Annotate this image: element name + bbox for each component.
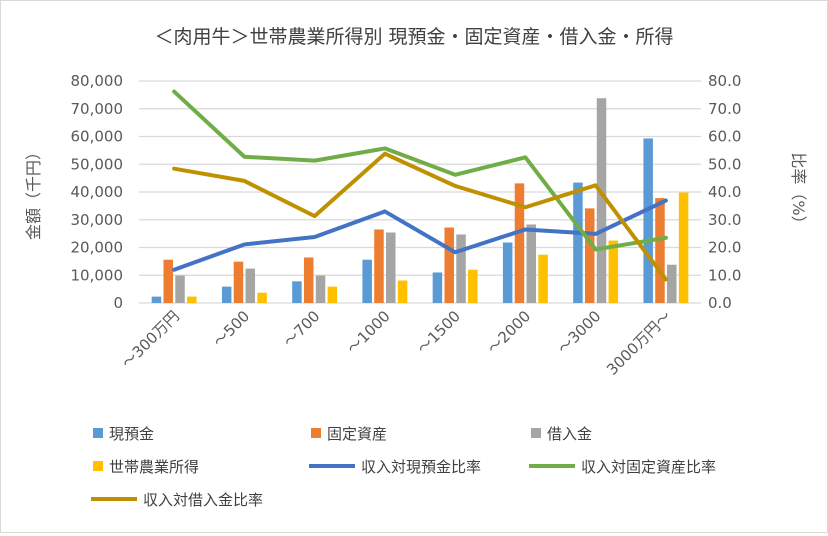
x-tick-label: ～1000 xyxy=(343,307,393,357)
y-tick-label: 40,000 xyxy=(71,183,124,201)
legend-swatch xyxy=(311,428,321,438)
bar-借入金 xyxy=(315,275,326,303)
x-tick-label: ～1500 xyxy=(414,307,464,357)
chart-title: ＜肉用牛＞世帯農業所得別 現預金・固定資産・借入金・所得 xyxy=(154,26,673,48)
bar-固定資産 xyxy=(444,227,454,303)
x-tick-label: ～3000 xyxy=(554,307,604,357)
legend-label: 収入対現預金比率 xyxy=(361,458,481,476)
bar-世帯農業所得 xyxy=(327,286,338,303)
legend-label: 収入対固定資産比率 xyxy=(581,458,716,476)
y-axis-right: 0.0 10.0 20.0 30.0 40.0 50.0 60.0 70.0 80.0 xyxy=(708,72,741,312)
y-tick-label: 30,000 xyxy=(71,211,124,229)
y2-tick-label: 60.0 xyxy=(708,128,741,146)
y-tick-label: 0 xyxy=(113,294,123,312)
y2-tick-label: 80.0 xyxy=(708,72,741,90)
bar-世帯農業所得 xyxy=(187,296,197,303)
y2-axis-title: 比率（%） xyxy=(789,152,808,231)
bar-固定資産 xyxy=(655,198,665,303)
bar-借入金 xyxy=(245,268,256,303)
legend-label: 固定資産 xyxy=(327,425,387,443)
bar-現預金 xyxy=(221,286,232,303)
bar-固定資産 xyxy=(233,261,244,303)
bar-現預金 xyxy=(292,281,302,303)
y2-tick-label: 70.0 xyxy=(708,100,741,118)
y2-tick-label: 10.0 xyxy=(708,266,741,284)
bar-現預金 xyxy=(432,272,443,303)
bar-世帯農業所得 xyxy=(608,240,619,303)
bar-現預金 xyxy=(573,182,583,303)
legend-label: 世帯農業所得 xyxy=(109,458,199,476)
legend-label: 現預金 xyxy=(109,425,154,443)
bar-現預金 xyxy=(502,242,513,303)
bar-固定資産 xyxy=(303,257,314,303)
legend-label: 借入金 xyxy=(547,425,592,443)
bar-固定資産 xyxy=(584,208,595,303)
x-tick-label: 3000万円～ xyxy=(603,307,675,379)
x-tick-label: ～2000 xyxy=(484,307,534,357)
bar-借入金 xyxy=(526,224,537,303)
y2-tick-label: 40.0 xyxy=(708,183,741,201)
y2-tick-label: 0.0 xyxy=(708,294,732,312)
bar-世帯農業所得 xyxy=(257,292,267,303)
y-tick-label: 20,000 xyxy=(71,239,124,257)
bar-世帯農業所得 xyxy=(468,269,478,303)
y2-tick-label: 50.0 xyxy=(708,155,741,173)
bar-現預金 xyxy=(151,296,162,303)
x-tick-label: ～300万円 xyxy=(118,307,183,372)
bar-借入金 xyxy=(456,234,466,303)
x-axis: ～300万円 ～500 ～700 ～1000 ～1500 ～2000 ～30003000万円… xyxy=(118,307,675,379)
bar-固定資産 xyxy=(514,183,525,303)
lines xyxy=(172,89,668,282)
legend-swatch xyxy=(531,428,541,438)
bar-固定資産 xyxy=(374,229,384,303)
bars xyxy=(151,98,689,303)
bar-借入金 xyxy=(386,232,396,303)
bar-世帯農業所得 xyxy=(678,192,689,303)
bar-世帯農業所得 xyxy=(538,254,548,303)
bar-現預金 xyxy=(643,138,653,303)
legend-swatch xyxy=(93,461,103,471)
bar-借入金 xyxy=(596,98,607,303)
bar-固定資産 xyxy=(163,259,173,303)
x-tick-label: ～500 xyxy=(210,307,254,351)
y-axis-left: 0 10,000 20,000 30,000 40,000 50,000 60,000 70,… xyxy=(71,72,124,312)
y-tick-label: 80,000 xyxy=(71,72,124,90)
legend-label: 収入対借入金比率 xyxy=(143,491,263,509)
bar-現預金 xyxy=(362,259,372,303)
y-tick-label: 70,000 xyxy=(71,100,124,118)
y2-tick-label: 30.0 xyxy=(708,211,741,229)
legend-swatch xyxy=(93,428,103,438)
bar-借入金 xyxy=(667,264,677,303)
y-tick-label: 10,000 xyxy=(71,266,124,284)
y-tick-label: 50,000 xyxy=(71,155,124,173)
line-収入対借入金比率 xyxy=(172,151,668,282)
y2-tick-label: 20.0 xyxy=(708,239,741,257)
line-収入対固定資産比率 xyxy=(172,89,668,252)
y-axis-title: 金額（千円） xyxy=(24,144,43,240)
y-tick-label: 60,000 xyxy=(71,128,124,146)
bar-世帯農業所得 xyxy=(397,280,408,303)
x-tick-label: ～700 xyxy=(280,307,324,351)
bar-借入金 xyxy=(175,275,185,303)
